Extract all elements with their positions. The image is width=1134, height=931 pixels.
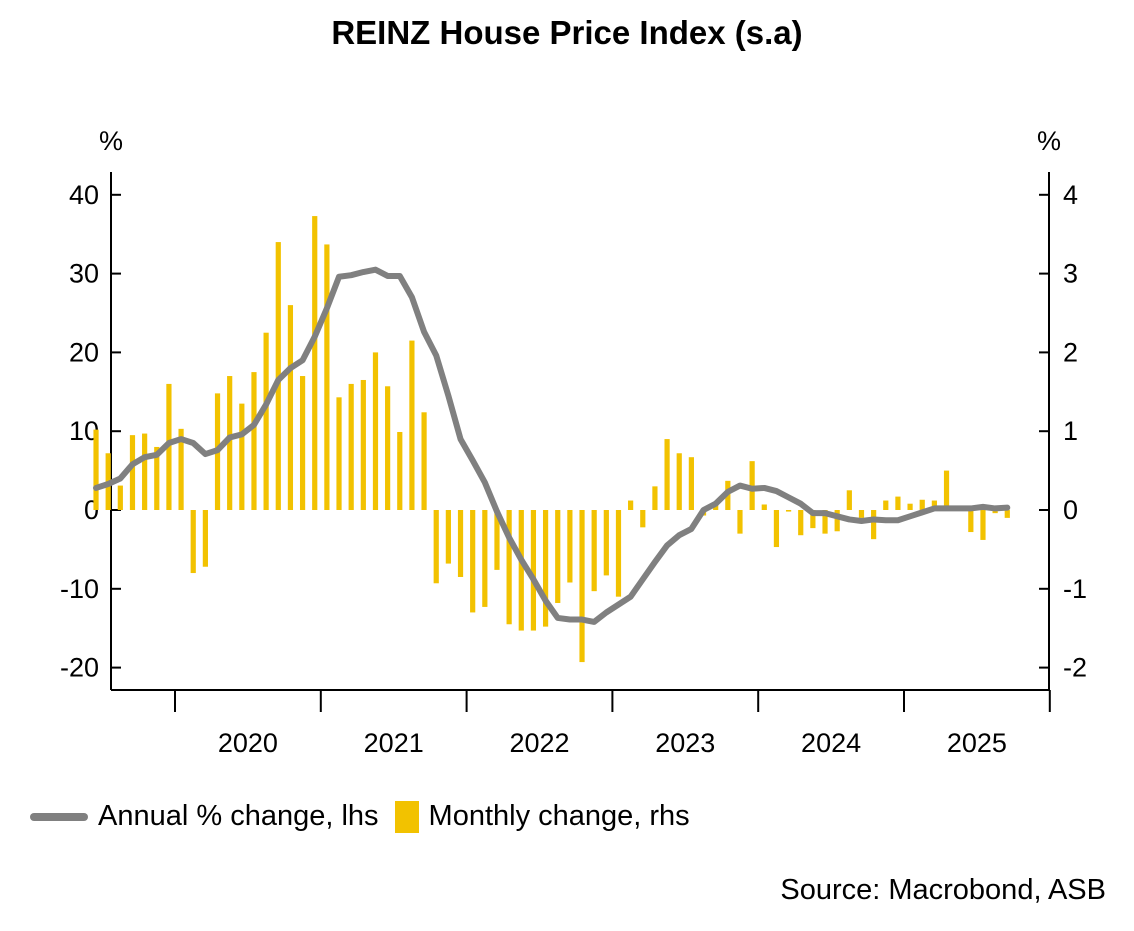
monthly-change-bar bbox=[628, 500, 634, 510]
monthly-change-bar bbox=[506, 510, 512, 625]
monthly-change-bar bbox=[190, 510, 196, 574]
monthly-change-bar bbox=[688, 457, 694, 510]
monthly-change-bar bbox=[470, 510, 476, 613]
monthly-change-bar bbox=[129, 435, 136, 510]
legend-bar-label: Monthly change, rhs bbox=[428, 800, 690, 832]
monthly-change-bar bbox=[457, 510, 464, 577]
monthly-change-bar bbox=[142, 433, 148, 510]
monthly-change-bar bbox=[676, 453, 682, 510]
monthly-change-bar bbox=[567, 510, 573, 583]
monthly-change-bar bbox=[785, 510, 792, 512]
monthly-change-bar bbox=[324, 244, 330, 510]
monthly-change-bar bbox=[348, 383, 354, 510]
monthly-change-bar bbox=[117, 485, 123, 510]
monthly-change-bar bbox=[227, 376, 233, 510]
monthly-change-bar bbox=[749, 461, 755, 510]
year-label: 2020 bbox=[218, 728, 278, 758]
right-tick-label: 2 bbox=[1063, 337, 1078, 367]
legend: Annual % change, lhs Monthly change, rhs bbox=[30, 800, 690, 833]
monthly-change-bar bbox=[798, 510, 804, 536]
chart-title: REINZ House Price Index (s.a) bbox=[331, 14, 803, 51]
monthly-change-bar bbox=[968, 510, 974, 533]
monthly-change-bar bbox=[263, 332, 269, 510]
monthly-change-bar bbox=[360, 379, 366, 510]
monthly-change-bar bbox=[579, 510, 585, 663]
monthly-change-bar bbox=[251, 372, 257, 510]
year-label: 2023 bbox=[655, 728, 715, 758]
right-tick-label: 1 bbox=[1063, 416, 1078, 446]
monthly-change-bar bbox=[615, 510, 622, 597]
year-label: 2025 bbox=[947, 728, 1007, 758]
monthly-change-bar bbox=[1004, 510, 1010, 518]
monthly-change-bar bbox=[761, 504, 767, 510]
monthly-change-bar bbox=[409, 340, 415, 510]
monthly-change-bar bbox=[336, 397, 342, 510]
monthly-change-bar bbox=[846, 490, 852, 510]
year-label: 2024 bbox=[801, 728, 861, 758]
right-tick-label: 3 bbox=[1063, 259, 1078, 289]
monthly-change-bar bbox=[202, 510, 208, 567]
monthly-change-bar bbox=[822, 510, 828, 534]
monthly-change-bar bbox=[640, 510, 646, 528]
left-tick-label: -10 bbox=[60, 574, 99, 604]
monthly-change-bar bbox=[943, 470, 950, 510]
monthly-change-bar bbox=[494, 510, 500, 570]
monthly-change-bar bbox=[397, 431, 403, 510]
monthly-change-bar bbox=[372, 352, 379, 510]
monthly-change-bar bbox=[542, 510, 549, 627]
monthly-change-bar bbox=[287, 305, 294, 510]
monthly-change-bar bbox=[737, 510, 743, 534]
monthly-change-bar bbox=[919, 499, 925, 510]
left-tick-label: 20 bbox=[69, 337, 99, 367]
left-tick-label: 40 bbox=[69, 180, 99, 210]
monthly-change-bar bbox=[810, 510, 816, 529]
monthly-change-bar bbox=[652, 486, 658, 510]
monthly-change-bar bbox=[603, 510, 609, 576]
monthly-change-bar bbox=[482, 510, 488, 607]
monthly-change-bar bbox=[421, 412, 427, 510]
monthly-change-bar bbox=[895, 496, 901, 510]
monthly-change-bar bbox=[773, 510, 780, 548]
monthly-change-bar bbox=[385, 386, 391, 510]
left-tick-label: -20 bbox=[60, 653, 99, 683]
monthly-change-bar bbox=[980, 510, 986, 540]
monthly-change-bar bbox=[239, 403, 245, 510]
monthly-change-bar bbox=[871, 510, 877, 540]
monthly-change-bar bbox=[312, 216, 318, 510]
monthly-change-bar bbox=[992, 510, 998, 514]
legend-line-label: Annual % change, lhs bbox=[98, 800, 379, 832]
monthly-change-bar bbox=[858, 510, 865, 518]
monthly-change-bar bbox=[664, 439, 670, 510]
monthly-change-bar bbox=[591, 510, 597, 592]
monthly-change-bar bbox=[299, 376, 306, 510]
monthly-change-bar bbox=[154, 446, 160, 510]
annual-change-line bbox=[93, 266, 1011, 625]
right-tick-label: -1 bbox=[1063, 574, 1087, 604]
right-tick-label: 4 bbox=[1063, 180, 1078, 210]
monthly-change-bar bbox=[555, 510, 561, 603]
legend-bar-swatch bbox=[394, 800, 419, 833]
monthly-change-bar bbox=[518, 510, 524, 631]
source-note: Source: Macrobond, ASB bbox=[780, 874, 1106, 906]
monthly-change-bar bbox=[883, 500, 889, 510]
monthly-change-bar bbox=[530, 510, 537, 631]
year-label: 2022 bbox=[509, 728, 569, 758]
right-tick-label: -2 bbox=[1063, 653, 1087, 683]
year-label: 2021 bbox=[364, 728, 424, 758]
monthly-change-bar bbox=[93, 429, 99, 510]
monthly-change-bar bbox=[931, 500, 937, 510]
left-axis-unit: % bbox=[99, 126, 123, 156]
monthly-change-bar bbox=[907, 503, 913, 510]
monthly-change-bar bbox=[178, 428, 184, 510]
right-tick-label: 0 bbox=[1063, 495, 1078, 525]
monthly-change-bar bbox=[834, 510, 840, 532]
right-axis-unit: % bbox=[1037, 126, 1061, 156]
legend-line-swatch bbox=[30, 812, 88, 821]
left-tick-label: 30 bbox=[69, 259, 99, 289]
monthly-change-bar bbox=[445, 510, 451, 564]
monthly-change-bar bbox=[433, 510, 439, 584]
